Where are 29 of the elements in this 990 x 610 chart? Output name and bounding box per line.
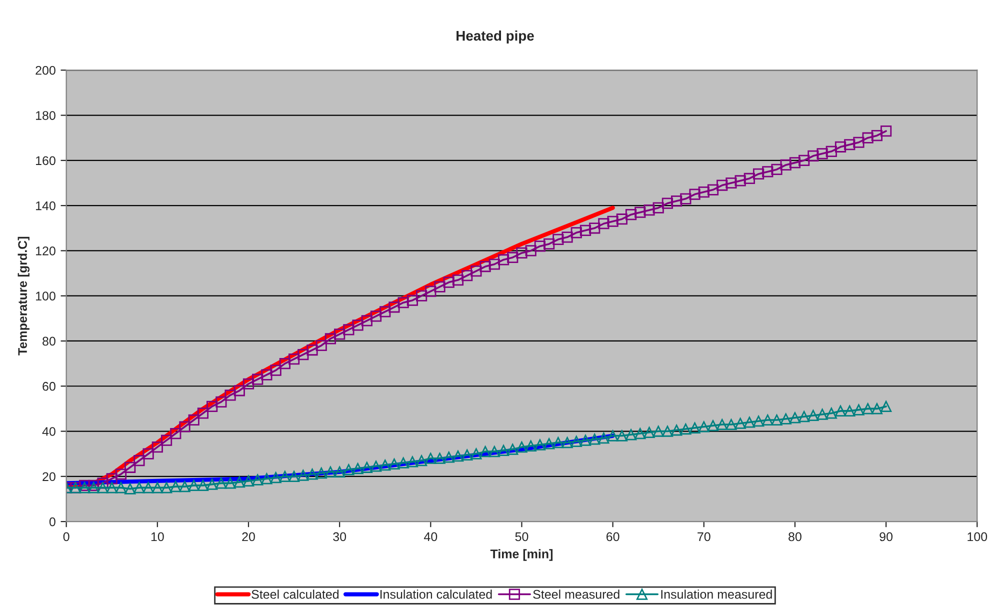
y-tick-label: 180 <box>36 111 56 120</box>
x-tick-label: 0 <box>63 532 70 542</box>
legend-label: Steel measured <box>533 590 620 599</box>
legend-label: Steel calculated <box>252 590 339 599</box>
x-tick-label: 40 <box>424 532 438 542</box>
x-tick-label: 20 <box>242 532 255 542</box>
y-tick-label: 60 <box>42 382 56 391</box>
y-tick-label: 100 <box>36 292 56 300</box>
x-tick-label: 80 <box>788 532 802 542</box>
y-tick-label: 20 <box>42 472 56 482</box>
chart-title: Heated pipe <box>456 30 534 44</box>
y-tick-label: 80 <box>42 336 56 346</box>
y-axis-title: Temperature [grd.C] <box>18 236 30 356</box>
x-tick-label: 30 <box>333 532 346 542</box>
x-tick-label: 90 <box>880 532 893 542</box>
x-tick-label: 10 <box>151 532 164 542</box>
x-tick-label: 70 <box>698 532 710 542</box>
y-tick-label: 160 <box>36 156 56 166</box>
x-tick-label: 60 <box>606 532 620 542</box>
x-tick-label: 100 <box>968 532 988 542</box>
y-tick-label: 40 <box>42 427 56 436</box>
legend-label: Insulation measured <box>661 590 772 599</box>
legend-label: Insulation calculated <box>380 590 492 599</box>
y-tick-label: 120 <box>36 246 56 256</box>
x-tick-label: 50 <box>515 532 528 542</box>
y-tick-label: 0 <box>49 517 56 526</box>
y-tick-label: 200 <box>36 66 56 75</box>
x-axis-title: Time [min] <box>490 549 553 561</box>
y-tick-label: 140 <box>36 201 56 210</box>
